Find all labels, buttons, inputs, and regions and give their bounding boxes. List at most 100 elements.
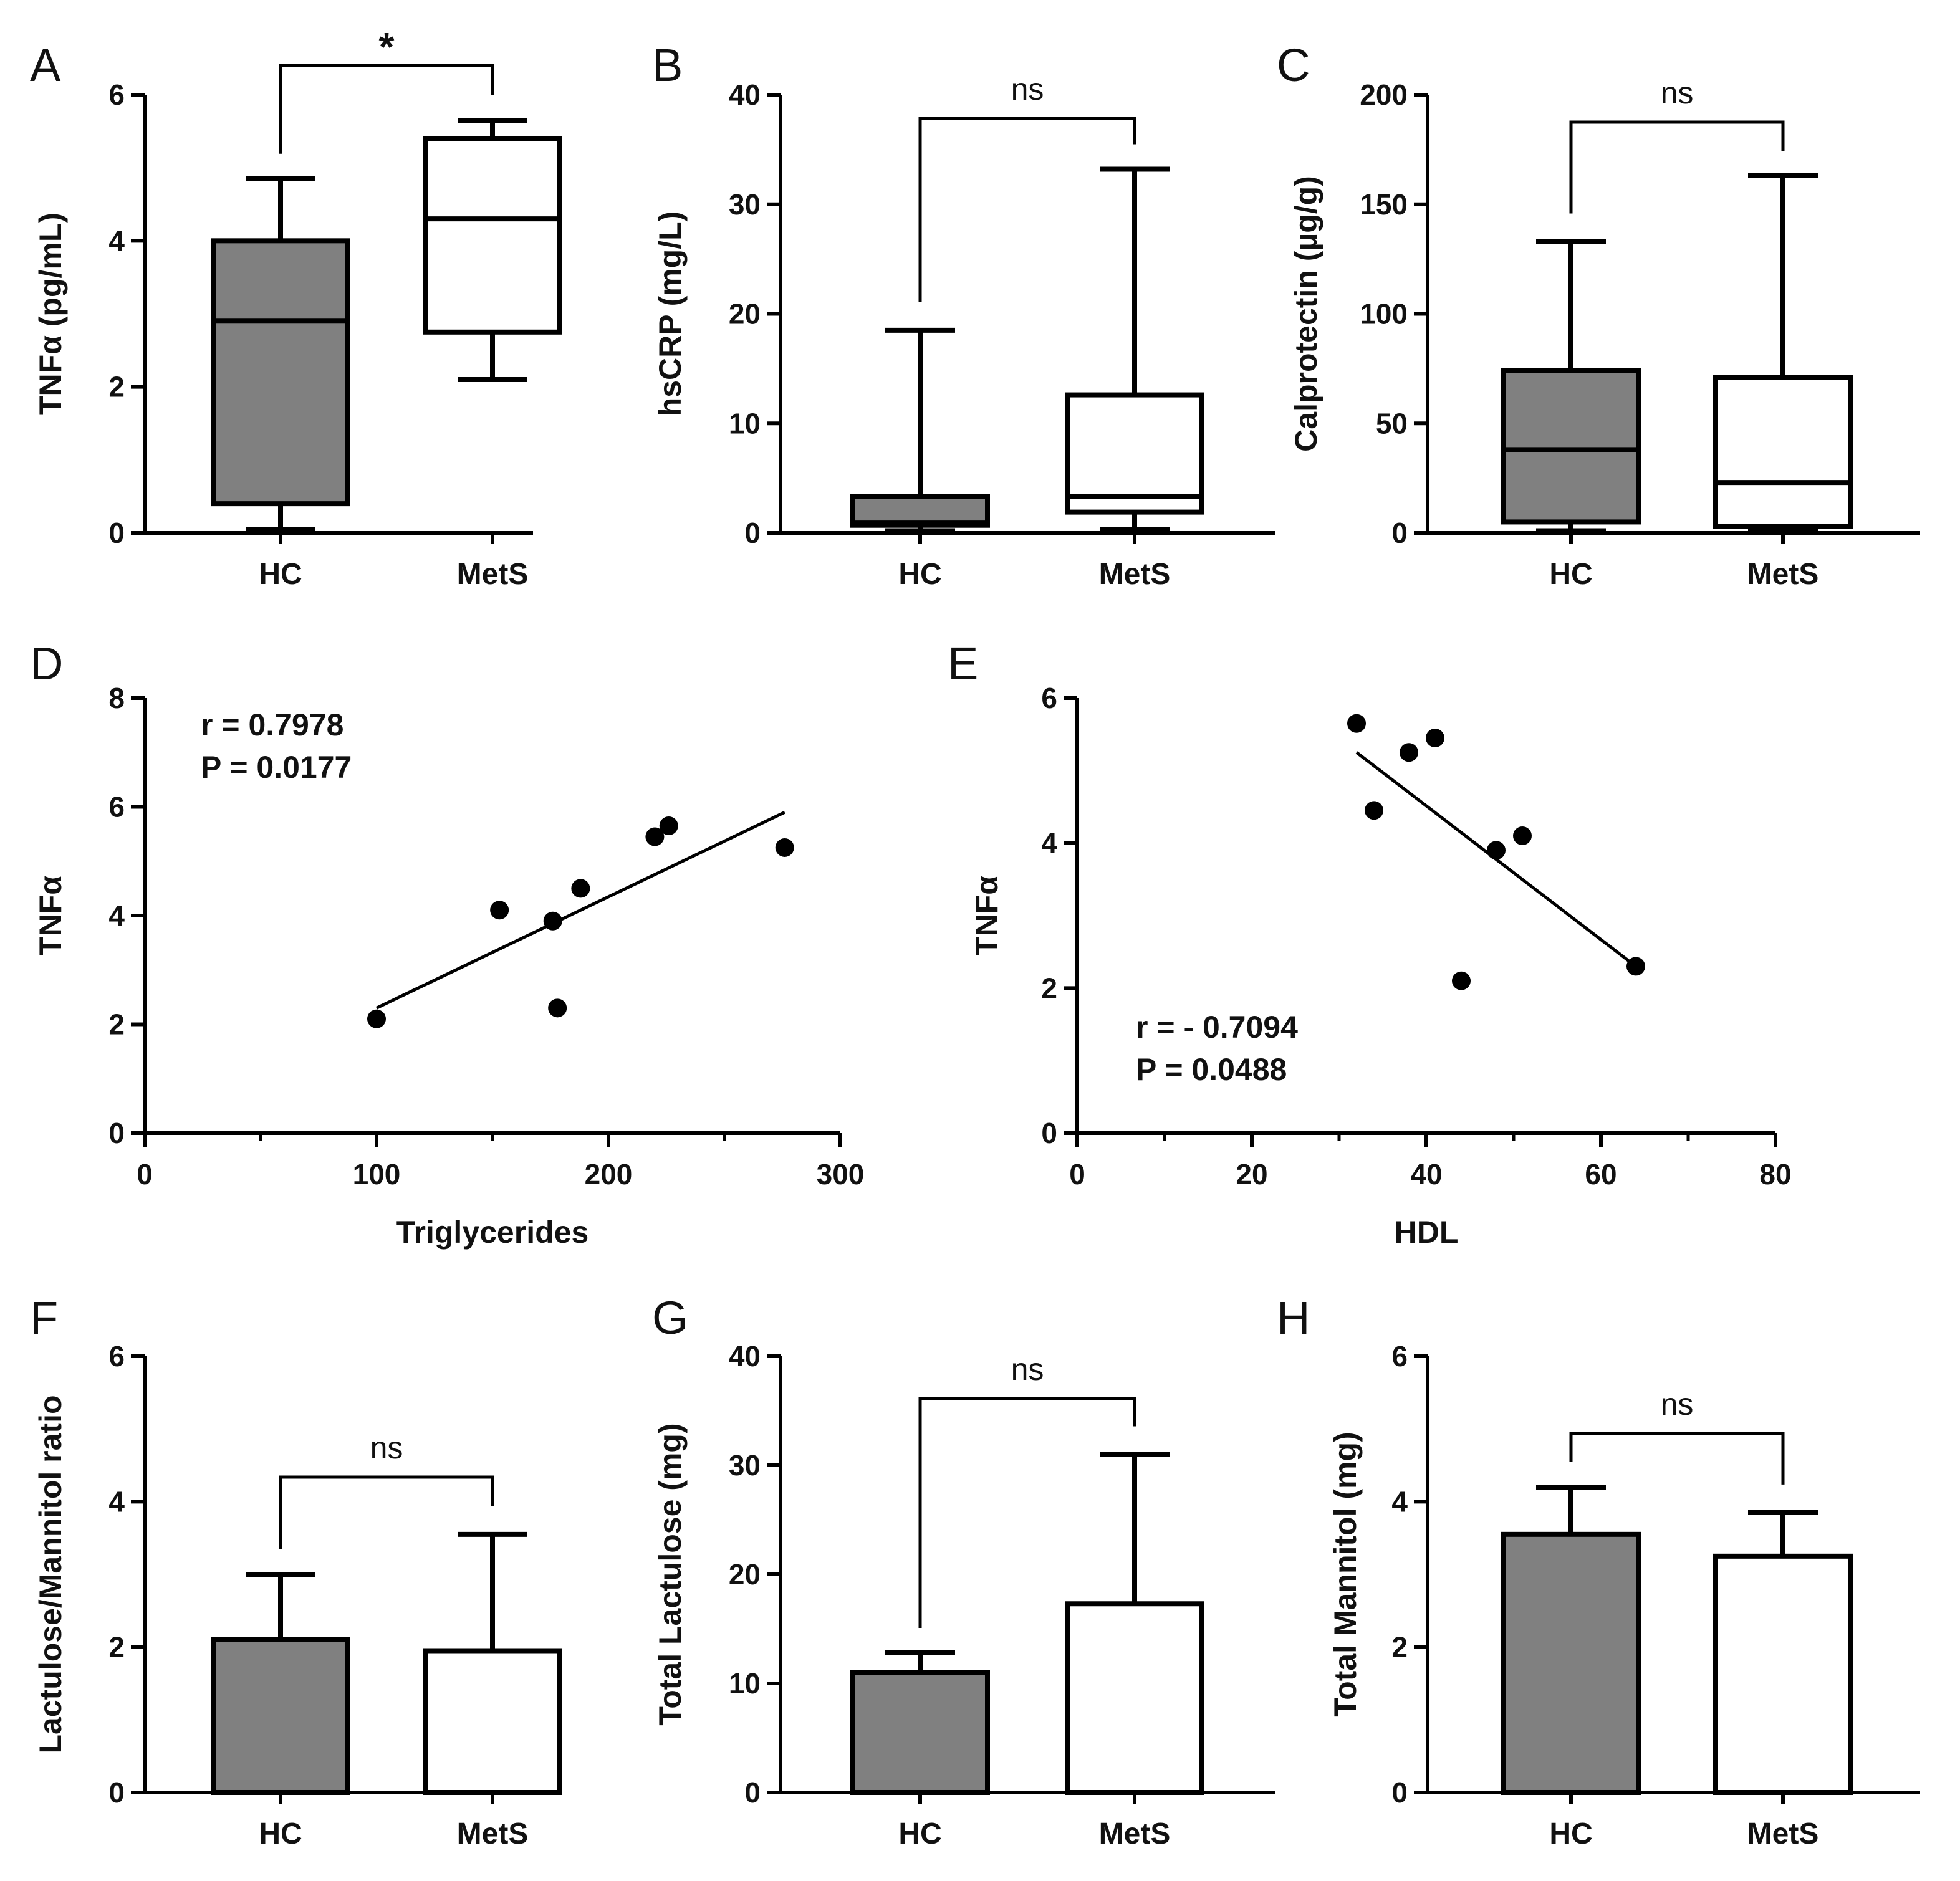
panel-d: D 0 2 4 6 8 TNFα 0 100 200 300 Triglycerides r = 0.7… <box>30 638 864 1250</box>
data-point <box>1426 728 1444 747</box>
y-tick-label: 150 <box>1360 188 1408 221</box>
x-category-label: MetS <box>1099 1817 1171 1850</box>
regression-line <box>375 810 785 1010</box>
significance-bracket <box>918 1397 1136 1628</box>
bar <box>1713 1553 1853 1795</box>
y-axis-title: Calprotectin (µg/g) <box>1289 176 1323 452</box>
data-point <box>543 911 562 931</box>
significance-bracket <box>918 117 1136 302</box>
y-tick-label: 0 <box>108 1776 125 1809</box>
y-tick-label: 4 <box>108 1485 125 1518</box>
y-tick-label: 200 <box>1360 79 1408 111</box>
y-tick-label: 0 <box>108 1117 125 1149</box>
data-point <box>367 1009 386 1028</box>
x-category-label: MetS <box>1747 1817 1819 1850</box>
data-point <box>1626 957 1645 976</box>
box-body <box>211 238 350 507</box>
panel-letter: B <box>652 39 683 91</box>
data-point <box>645 827 665 846</box>
y-axis-title: Lactulose/Mannitol ratio <box>33 1395 68 1753</box>
y-tick-label: 0 <box>1391 517 1408 549</box>
significance-label: ns <box>1011 72 1044 107</box>
y-tick-label: 6 <box>108 1340 125 1372</box>
data-point <box>1513 826 1532 846</box>
data-point <box>1400 743 1418 762</box>
y-tick-label: 2 <box>108 1631 125 1663</box>
y-tick-label: 8 <box>108 682 125 714</box>
significance-bracket <box>1569 1432 1785 1485</box>
x-category-label: HC <box>259 558 302 591</box>
y-axis-title: hsCRP (mg/L) <box>653 211 688 417</box>
panel-letter: A <box>30 39 61 91</box>
panel-letter: G <box>652 1292 688 1344</box>
y-tick-label: 100 <box>1360 298 1408 330</box>
data-point <box>1347 714 1366 733</box>
panel-letter: D <box>30 638 63 689</box>
panel-letter: C <box>1277 39 1310 91</box>
panel-e: E 0 2 4 6 TNFα 0 20 40 60 80 HDL r = - 0.7094 P = 0.0… <box>948 638 1792 1250</box>
y-tick-label: 6 <box>108 791 125 823</box>
y-tick-label: 40 <box>729 79 761 111</box>
y-tick-label: 0 <box>1041 1117 1057 1149</box>
y-tick-label: 0 <box>108 517 125 549</box>
y-tick-label: 40 <box>729 1340 761 1372</box>
x-tick-label: 60 <box>1585 1158 1617 1190</box>
y-tick-label: 6 <box>1041 682 1057 714</box>
data-point <box>548 998 567 1018</box>
x-tick-label: 40 <box>1410 1158 1442 1190</box>
box-body <box>850 494 990 528</box>
data-point <box>490 901 509 920</box>
x-category-label: MetS <box>1099 558 1171 591</box>
panel-letter: E <box>948 638 978 689</box>
x-tick-label: 0 <box>137 1158 153 1190</box>
panel-letter: H <box>1277 1292 1310 1344</box>
x-tick-label: 100 <box>353 1158 401 1190</box>
panel-c: C 0 50 100 150 200 Calprotectin (µg/g) HC MetS ns <box>1277 39 1920 591</box>
stat-annotation: P = 0.0177 <box>201 750 352 785</box>
data-point <box>775 838 794 857</box>
x-category-label: HC <box>898 558 941 591</box>
y-tick-label: 2 <box>108 371 125 403</box>
box-body <box>423 136 562 335</box>
x-tick-label: 80 <box>1759 1158 1791 1190</box>
panel-a: A 0 2 4 6 TNFα (pg/mL) HC MetS * <box>30 24 562 591</box>
x-category-label: MetS <box>457 558 529 591</box>
panel-b: B 0 10 20 30 40 hsCRP (mg/L) HC MetS ns <box>652 39 1275 591</box>
y-tick-label: 0 <box>744 517 761 549</box>
significance-bracket <box>1569 120 1785 214</box>
y-tick-label: 2 <box>1391 1631 1408 1663</box>
bar <box>1501 1531 1641 1795</box>
y-tick-label: 4 <box>108 224 125 257</box>
stat-annotation: P = 0.0488 <box>1136 1052 1287 1087</box>
y-tick-label: 2 <box>1041 972 1057 1004</box>
x-tick-label: 200 <box>585 1158 633 1190</box>
y-tick-label: 50 <box>1376 407 1408 439</box>
stat-annotation: r = - 0.7094 <box>1136 1010 1298 1045</box>
y-axis-title: TNFα <box>969 876 1004 955</box>
y-tick-label: 20 <box>729 1558 761 1591</box>
y-axis-title: TNFα <box>33 876 68 955</box>
y-tick-label: 30 <box>729 1449 761 1481</box>
bar <box>211 1637 350 1795</box>
box-body <box>1713 375 1853 529</box>
y-tick-label: 30 <box>729 188 761 221</box>
significance-label: ns <box>370 1430 403 1465</box>
bar <box>1065 1601 1204 1795</box>
data-point <box>1365 801 1383 820</box>
data-point <box>571 879 590 898</box>
y-axis-title: Total Lactulose (mg) <box>653 1423 688 1725</box>
x-category-label: HC <box>1549 1817 1592 1850</box>
significance-label: ns <box>1011 1352 1044 1387</box>
x-category-label: HC <box>259 1817 302 1850</box>
panel-letter: F <box>30 1292 58 1344</box>
box-body <box>1065 392 1204 515</box>
y-tick-label: 0 <box>744 1776 761 1809</box>
x-category-label: HC <box>1549 558 1592 591</box>
y-tick-label: 6 <box>108 79 125 111</box>
y-axis-title: Total Mannitol (mg) <box>1328 1432 1363 1716</box>
y-tick-label: 2 <box>108 1008 125 1041</box>
y-tick-label: 4 <box>108 899 125 932</box>
x-axis-title: HDL <box>1395 1215 1459 1250</box>
panel-g: G 0 10 20 30 40 Total Lactulose (mg) HC MetS ns <box>652 1292 1275 1850</box>
box-body <box>1501 368 1641 525</box>
